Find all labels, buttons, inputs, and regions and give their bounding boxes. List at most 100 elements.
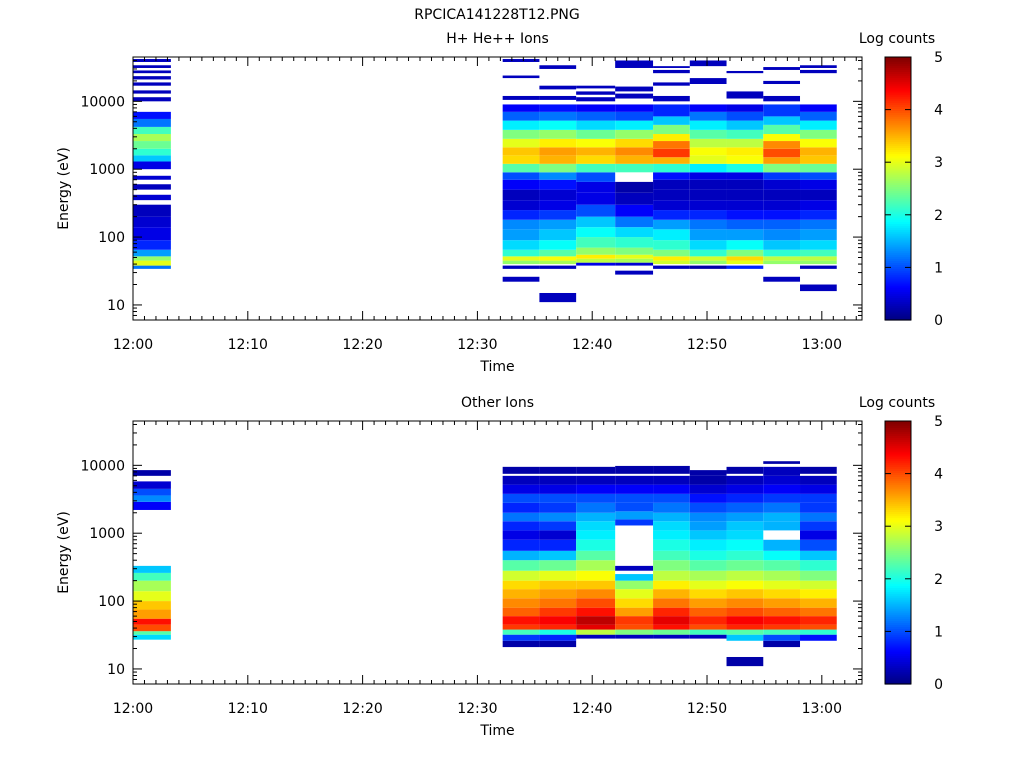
colorbar-step — [885, 538, 911, 541]
spectrogram-cell — [539, 629, 577, 635]
spectrogram-cell — [763, 580, 801, 590]
spectrogram-cell — [502, 163, 540, 173]
spectrogram-cell — [800, 530, 837, 540]
colorbar-step — [885, 503, 911, 506]
spectrogram-cell — [689, 210, 727, 220]
spectrogram-cell — [502, 104, 540, 112]
spectrogram-cell — [800, 210, 837, 220]
spectrogram-cell — [576, 147, 616, 156]
colorbar-step — [885, 260, 911, 264]
colorbar-step — [885, 141, 911, 144]
spectrogram-cell — [502, 493, 540, 503]
spectrogram-cell — [800, 624, 837, 630]
spectrogram-cell — [539, 589, 577, 599]
spectrogram-cell — [615, 155, 654, 164]
colorbar-step — [885, 470, 911, 473]
spectrogram-cell — [653, 66, 690, 68]
spectrogram-cell — [133, 481, 171, 489]
spectrogram-cell — [800, 147, 837, 156]
spectrogram-cell — [800, 163, 837, 173]
colorbar-step — [885, 184, 911, 188]
colorbar-step — [885, 618, 911, 621]
spectrogram-cell — [653, 550, 690, 561]
spectrogram-cell — [576, 111, 616, 121]
colorbar-step — [885, 104, 911, 107]
spectrogram-cell — [615, 624, 654, 630]
colorbar-step — [885, 135, 911, 138]
spectrogram-cell — [726, 256, 764, 261]
spectrogram-cell — [763, 539, 801, 551]
spectrogram-cell — [763, 560, 801, 571]
colorbar-step — [885, 221, 911, 225]
spectrogram-cell — [133, 216, 171, 228]
colorbar-step — [885, 182, 911, 185]
spectrogram-cell — [615, 147, 654, 156]
spectrogram-cell — [653, 521, 690, 531]
colorbar-step — [885, 192, 911, 196]
spectrogram-cell — [800, 138, 837, 148]
colorbar-step — [885, 474, 911, 478]
x-tick-label: 12:00 — [113, 337, 153, 353]
x-axis-label: Time — [479, 359, 514, 375]
colorbar-step — [885, 211, 911, 214]
colorbar-step — [885, 552, 911, 556]
colorbar-tick-label: 2 — [934, 208, 943, 224]
colorbar-step — [885, 536, 911, 539]
spectrogram-cell — [800, 69, 837, 74]
spectrogram-cell — [615, 216, 654, 228]
colorbar-step — [885, 91, 911, 95]
spectrogram-cell — [726, 580, 764, 590]
y-tick-label: 1000 — [89, 162, 125, 178]
colorbar-step — [885, 628, 911, 632]
spectrogram-cell — [800, 155, 837, 164]
colorbar-step — [885, 63, 911, 66]
spectrogram-cell — [615, 227, 654, 238]
x-tick-label: 12:10 — [228, 701, 268, 717]
y-tick-label: 10000 — [80, 94, 125, 110]
colorbar-step — [885, 151, 911, 155]
colorbar-step — [885, 305, 911, 309]
colorbar-step — [885, 511, 911, 515]
spectrogram-cell — [726, 629, 764, 635]
y-tick-label: 100 — [98, 594, 125, 610]
spectrogram-cell — [539, 530, 577, 540]
spectrogram-cell — [576, 120, 616, 130]
spectrogram-cell — [615, 181, 654, 193]
spectrogram-cell — [689, 550, 727, 561]
colorbar-step — [885, 170, 911, 173]
spectrogram-cell — [502, 260, 540, 265]
colorbar-step — [885, 293, 911, 296]
spectrogram-cell — [133, 609, 171, 619]
colorbar-step — [885, 462, 911, 465]
spectrogram-cell — [800, 104, 837, 112]
colorbar-step — [885, 443, 911, 447]
spectrogram-cell — [502, 624, 540, 630]
spectrogram-cell — [576, 607, 616, 617]
spectrogram-cell — [653, 580, 690, 590]
colorbar-step — [885, 453, 911, 457]
y-tick-label: 100 — [98, 230, 125, 246]
colorbar-step — [885, 96, 911, 99]
spectrogram-cell — [763, 493, 801, 503]
spectrogram-cell — [576, 570, 616, 581]
colorbar-step — [885, 81, 911, 85]
spectrogram-cell — [502, 521, 540, 531]
spectrogram-cell — [502, 502, 540, 513]
spectrogram-cell — [689, 493, 727, 503]
colorbar-frame — [884, 56, 912, 321]
spectrogram-cell — [726, 539, 764, 551]
colorbar-step — [885, 614, 911, 617]
spectrogram-cell — [615, 270, 654, 275]
spectrogram-cell — [763, 502, 801, 513]
colorbar-step — [885, 651, 911, 654]
spectrogram-cell — [653, 210, 690, 220]
x-tick-label: 12:50 — [687, 337, 727, 353]
spectrogram-cell — [615, 607, 654, 617]
colorbar-step — [885, 274, 911, 278]
colorbar-step — [885, 65, 911, 68]
spectrogram-cell — [653, 589, 690, 599]
colorbar-step — [885, 597, 911, 601]
colorbar-step — [885, 262, 911, 266]
spectrogram-cell — [576, 129, 616, 139]
